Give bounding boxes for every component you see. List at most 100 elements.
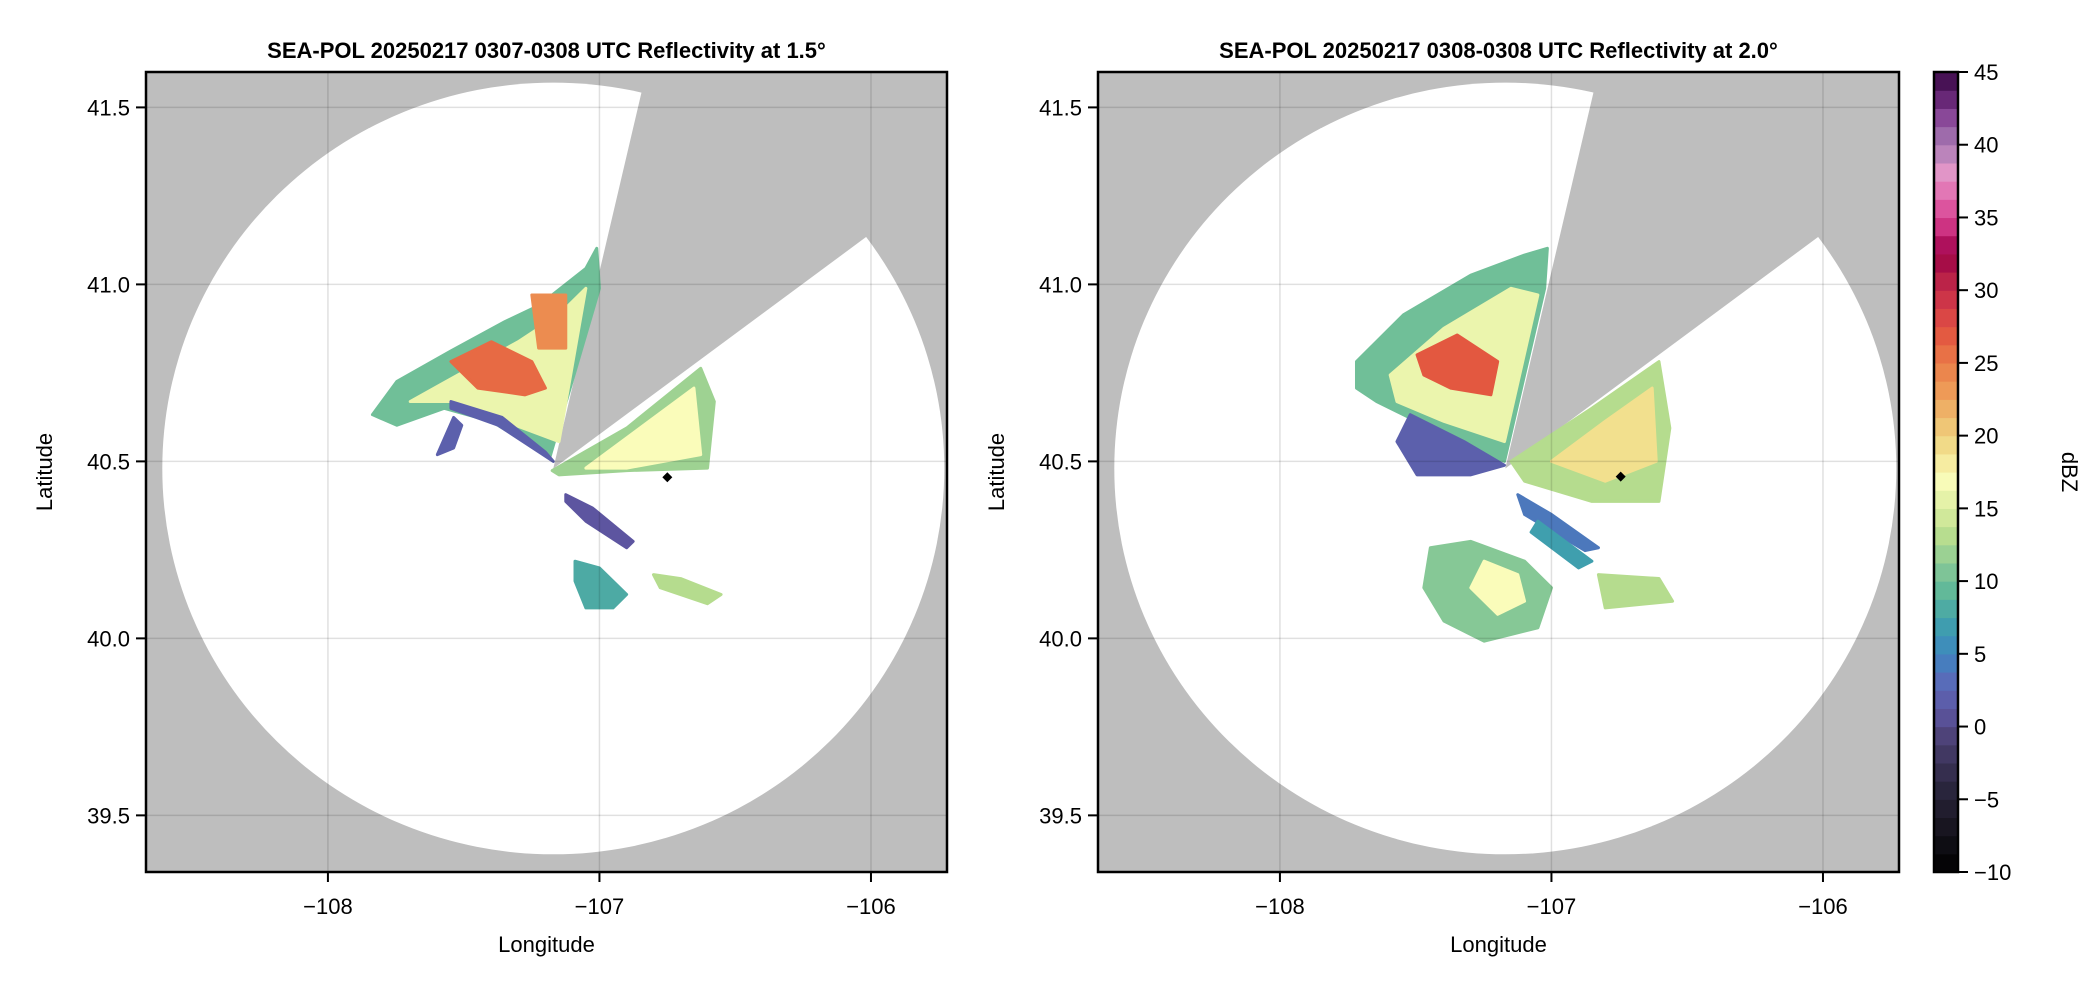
colorbar-segment — [1934, 235, 1958, 255]
colorbar-segment — [1934, 326, 1958, 346]
y-tick-label: 41.0 — [1039, 272, 1082, 297]
colorbar-segment — [1934, 562, 1958, 582]
plot-area — [1098, 72, 1899, 872]
x-tick-label: −106 — [1798, 894, 1848, 919]
location-marker — [1615, 471, 1626, 482]
colorbar-segment — [1934, 381, 1958, 400]
echo-region — [573, 559, 629, 610]
x-tick-label: −107 — [1527, 894, 1577, 919]
colorbar-segment — [1934, 272, 1958, 291]
echo-region — [1596, 573, 1675, 610]
colorbar-segment — [1934, 90, 1958, 109]
axes-frame — [1096, 70, 1901, 874]
x-axis-label: Longitude — [1450, 932, 1547, 957]
colorbar-segment — [1934, 762, 1958, 782]
colorbar-segment — [1934, 508, 1958, 528]
x-axis-label: Longitude — [498, 932, 595, 957]
echo-region — [449, 400, 555, 463]
y-axis-label: Latitude — [984, 433, 1009, 511]
x-tick-label: −108 — [1255, 894, 1305, 919]
colorbar-segment — [1934, 708, 1958, 728]
colorbar-segment — [1934, 308, 1958, 328]
colorbar-tick-label: 25 — [1974, 351, 1998, 376]
colorbar-segment — [1934, 453, 1958, 473]
echo-region — [1415, 333, 1500, 397]
colorbar-segment — [1934, 799, 1958, 819]
colorbar-segment — [1934, 726, 1958, 746]
x-tick-label: −108 — [303, 894, 353, 919]
colorbar-segment — [1934, 526, 1958, 546]
colorbar-segment — [1934, 599, 1958, 619]
panel-title: SEA-POL 20250217 0308-0308 UTC Reflectiv… — [1219, 38, 1778, 63]
blocked-sector — [553, 72, 947, 469]
echo-region — [435, 415, 464, 457]
colorbar-segment — [1934, 253, 1958, 273]
colorbar-tick-label: 35 — [1974, 205, 1998, 230]
colorbar-segment — [1934, 417, 1958, 437]
colorbar-segment — [1934, 126, 1958, 146]
echo-region — [1469, 559, 1527, 616]
colorbar-segment — [1934, 399, 1958, 419]
colorbar-segment — [1934, 344, 1958, 364]
colorbar: −10 −5 0 5 10 15 20 25 30 35 40 45 dBZ — [1932, 60, 2082, 885]
colorbar-segment — [1934, 781, 1958, 800]
colorbar-tick-label: 40 — [1974, 133, 1998, 158]
y-tick-label: 39.5 — [1039, 803, 1082, 828]
colorbar-segment — [1934, 472, 1958, 491]
echo-region — [584, 386, 703, 470]
colorbar-segment — [1934, 581, 1958, 600]
y-tick-label: 40.5 — [87, 449, 130, 474]
colorbar-segment — [1934, 835, 1958, 855]
x-tick-label: −106 — [846, 894, 896, 919]
colorbar-segment — [1934, 290, 1958, 309]
colorbar-segment — [1934, 653, 1958, 673]
panel-right: −108 −107 −106 39.5 40.0 40.5 41.0 41.5 SEA-POL … — [984, 38, 1901, 957]
echo-region — [530, 293, 568, 350]
colorbar-segment — [1934, 108, 1958, 128]
blocked-sector — [1505, 72, 1899, 469]
echo-region — [1516, 493, 1600, 553]
colorbar-tick-label: −5 — [1974, 787, 1999, 812]
echo-region — [1529, 519, 1594, 570]
echo-region — [1549, 386, 1658, 483]
colorbar-segment — [1934, 490, 1958, 509]
colorbar-tick-label: 45 — [1974, 60, 1998, 85]
panel-title: SEA-POL 20250217 0307-0308 UTC Reflectiv… — [267, 38, 826, 63]
colorbar-segment — [1934, 672, 1958, 691]
colorbar-segment — [1934, 817, 1958, 837]
colorbar-tick-label: 10 — [1974, 569, 1998, 594]
echo-region — [449, 340, 547, 397]
location-marker — [662, 472, 673, 483]
y-tick-label: 41.5 — [87, 95, 130, 120]
colorbar-tick-label: 15 — [1974, 496, 1998, 521]
panel-left: −108 −107 −106 39.5 40.0 40.5 41.0 41.5 SEA-POL … — [32, 38, 949, 957]
colorbar-segment — [1934, 744, 1958, 764]
colorbar-segment — [1934, 435, 1958, 455]
y-tick-label: 41.5 — [1039, 95, 1082, 120]
colorbar-segment — [1934, 853, 1958, 873]
colorbar-segment — [1934, 544, 1958, 564]
colorbar-tick-label: 0 — [1974, 715, 1986, 740]
colorbar-segment — [1934, 144, 1958, 164]
colorbar-label: dBZ — [2057, 452, 2082, 492]
x-tick-label: −107 — [575, 894, 625, 919]
colorbar-segment — [1934, 162, 1958, 182]
colorbar-segment — [1934, 362, 1958, 382]
y-tick-label: 41.0 — [87, 272, 130, 297]
echo-region — [1395, 413, 1506, 477]
colorbar-frame — [1932, 70, 1960, 874]
y-tick-label: 39.5 — [87, 803, 130, 828]
y-tick-label: 40.0 — [87, 626, 130, 651]
colorbar-tick-label: 20 — [1974, 424, 1998, 449]
y-tick-label: 40.0 — [1039, 626, 1082, 651]
colorbar-segment — [1934, 217, 1958, 237]
colorbar-segment — [1934, 690, 1958, 709]
y-axis-label: Latitude — [32, 433, 57, 511]
y-tick-label: 40.5 — [1039, 449, 1082, 474]
colorbar-segment — [1934, 181, 1958, 200]
echo-region — [564, 493, 635, 550]
echo-region — [651, 573, 723, 606]
colorbar-tick-label: 5 — [1974, 642, 1986, 667]
colorbar-tick-label: −10 — [1974, 860, 2011, 885]
